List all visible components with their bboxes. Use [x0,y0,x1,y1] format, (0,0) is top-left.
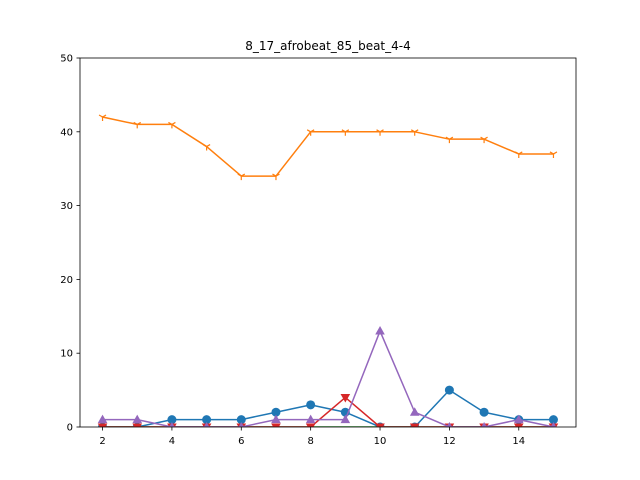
series-2-point [306,129,315,136]
series-4-point [340,393,351,403]
series-5-line [101,330,555,427]
series-5-point [169,422,175,427]
series-5-point [97,414,108,424]
series-5-point [132,414,143,424]
x-tick-label: 4 [169,436,175,447]
series-5-point [305,414,316,424]
series-2-point [202,144,211,151]
chart-title: 8_17_afrobeat_85_beat_4-4 [245,39,410,53]
series-5-point [340,414,351,424]
series-4-line [101,396,555,427]
axes: 2 4 6 8 10 12 14 0 10 20 30 40 50 [60,54,577,447]
series-5-point [271,414,281,424]
x-tick-label: 12 [443,436,456,447]
y-tick-label: 20 [60,275,73,286]
series-1-point [167,415,177,425]
series-5-point [238,422,245,427]
series-2-point [514,151,523,158]
series-5-point [375,326,385,335]
y-tick-label: 40 [60,127,73,138]
series-2-line [101,116,555,177]
series-4-point [513,423,524,427]
series-2-point [272,173,280,181]
series-2-point [237,173,246,181]
x-tick-label: 2 [99,436,105,447]
y-tick-label: 0 [67,423,73,434]
series-1-point [236,415,246,425]
series-1-point [479,407,489,417]
series-5-point [550,422,557,427]
series-2-point [168,121,176,129]
series-4-point [271,423,281,427]
series-4-point [375,423,385,427]
series-2-point [98,114,107,122]
series-2-point [445,136,454,144]
x-tick-label: 8 [307,436,313,447]
series-2-point [376,129,384,136]
series-5-point [481,422,487,427]
series-4-point [132,423,143,427]
series-1-point [271,407,281,417]
series-5-point [513,414,524,424]
series-2-point [341,129,350,136]
x-tick-label: 6 [238,436,244,447]
y-tick-label: 30 [60,201,73,212]
series-1-point [548,415,558,425]
x-tick-label: 10 [374,436,387,447]
series-1-point [444,385,454,395]
series-1-line [101,389,555,427]
series-group [97,114,559,427]
axes-frame [79,57,577,428]
series-2-point [480,136,488,144]
plot-area [97,114,559,427]
series-2-point [549,151,558,158]
series-4-point [409,423,420,427]
x-tick-label: 14 [512,436,525,447]
series-2-point [410,129,419,136]
series-5-point [203,422,210,427]
series-4-point [97,423,108,427]
y-tick-label: 50 [60,54,73,65]
series-5-point [409,407,420,416]
series-1-point [306,400,316,410]
series-2-point [133,121,142,129]
series-5-point [446,422,453,427]
series-4-point [305,423,316,427]
y-tick-label: 10 [60,349,73,360]
series-1-point [202,415,212,425]
